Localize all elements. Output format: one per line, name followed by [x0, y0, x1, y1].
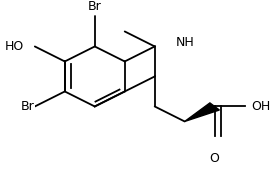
Text: NH: NH: [175, 36, 194, 49]
Text: HO: HO: [5, 40, 24, 53]
Text: Br: Br: [88, 0, 102, 13]
Polygon shape: [185, 103, 219, 121]
Text: O: O: [210, 153, 220, 166]
Text: OH: OH: [251, 100, 271, 113]
Text: Br: Br: [21, 100, 35, 113]
